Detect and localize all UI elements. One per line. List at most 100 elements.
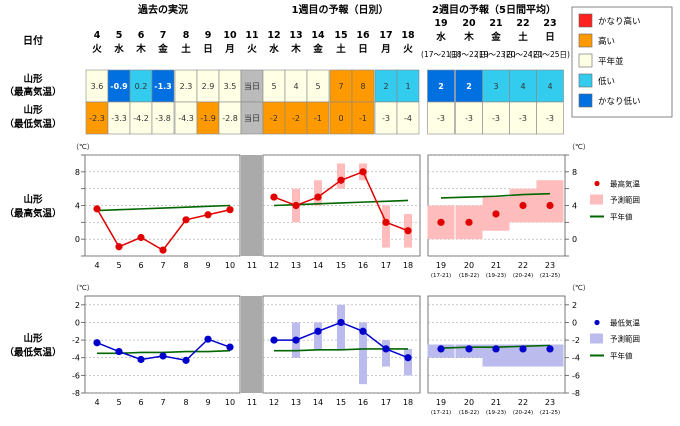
week2-low-cell xyxy=(455,101,483,135)
legend-label-normal: 平年並 xyxy=(598,56,624,67)
chart-row-label-sub: （最低気温） xyxy=(4,347,61,359)
week2-day: 20 xyxy=(462,18,476,29)
week2-high-value: 4 xyxy=(520,82,525,91)
week2-low-cell xyxy=(509,101,537,135)
chart-row-label: 山形 xyxy=(23,333,43,345)
x-tick-label-week2: 23 xyxy=(545,398,555,407)
week2-range-bar xyxy=(536,180,564,223)
x-tick-label: 9 xyxy=(205,261,210,270)
chart-row-label: 山形 xyxy=(23,194,43,206)
date-weekday: 土 xyxy=(181,43,191,55)
legend-point-label: 最高気温 xyxy=(610,179,640,189)
week2-point xyxy=(492,345,500,353)
week2-day: 19 xyxy=(434,18,447,29)
date-day: 7 xyxy=(160,30,167,41)
x-tick-label: 7 xyxy=(160,261,165,270)
date-day: 4 xyxy=(94,30,101,41)
past-point xyxy=(115,347,123,356)
y-tick-label-left: -2 xyxy=(72,336,80,345)
legend-label-veryhigh: かなり高い xyxy=(598,16,641,27)
header: 日付 過去の実況 1週目の予報（日別） 2週目の予報（5日間平均） xyxy=(23,3,556,47)
date-weekday: 木 xyxy=(135,43,146,55)
y-tick-label-left: 0 xyxy=(75,318,80,327)
x-tick-label: 14 xyxy=(313,261,323,270)
week2-point xyxy=(465,345,473,353)
high-value: 当日 xyxy=(244,81,260,91)
week2-day: 22 xyxy=(516,18,529,29)
week1-range-bar xyxy=(359,322,367,385)
x-tick-label: 16 xyxy=(358,398,368,407)
week2-title: 2週目の予報（5日間平均） xyxy=(432,3,556,16)
past-title: 過去の実況 xyxy=(137,3,188,16)
past-point xyxy=(226,206,234,214)
y-tick-label-left: 4 xyxy=(75,202,80,211)
week1-range-bar xyxy=(337,304,345,349)
x-tick-label-week2: 19 xyxy=(436,261,446,270)
x-tick-sublabel-week2: (20-24) xyxy=(513,410,533,416)
date-day: 11 xyxy=(245,30,258,41)
high-value: 1 xyxy=(405,82,410,91)
legend-point-label: 最低気温 xyxy=(610,318,640,328)
legend-swatch-veryhigh xyxy=(578,13,593,28)
legend-point-marker xyxy=(594,319,600,326)
low-cell xyxy=(151,101,175,135)
y-tick-label-right: 8 xyxy=(572,168,577,177)
date-day: 6 xyxy=(138,30,145,41)
date-weekday: 金 xyxy=(157,43,168,55)
low-value: -3.8 xyxy=(155,114,171,123)
week1-point xyxy=(292,201,300,210)
high-value: 5 xyxy=(315,82,320,91)
low-cell xyxy=(351,101,375,135)
past-point xyxy=(93,205,101,213)
low-cell xyxy=(396,101,420,135)
x-tick-label: 12 xyxy=(269,261,279,270)
x-tick-label-today: 11 xyxy=(247,398,257,407)
week1-point xyxy=(359,327,367,335)
week2-point xyxy=(519,201,527,210)
x-tick-sublabel-week2: (17-21) xyxy=(431,273,451,279)
week1-point xyxy=(337,176,345,184)
date-day: 13 xyxy=(289,30,302,41)
week1-range-bar xyxy=(337,163,345,189)
y-tick-label-left: 2 xyxy=(75,301,80,310)
high-value: 5 xyxy=(271,82,276,91)
x-tick-label: 8 xyxy=(183,398,188,407)
week2-point xyxy=(465,218,473,226)
x-tick-label: 14 xyxy=(313,398,323,407)
x-tick-label: 12 xyxy=(269,398,279,407)
x-tick-label: 17 xyxy=(381,261,391,270)
unit-label-left: （℃） xyxy=(72,143,94,151)
low-value: -4.2 xyxy=(133,114,149,123)
past-point xyxy=(93,339,101,347)
week2-range: (17～21日) xyxy=(421,50,461,59)
date-weekday: 土 xyxy=(336,43,346,55)
legend-label-verylow: かなり低い xyxy=(598,96,641,107)
week1-range-bar xyxy=(382,205,390,248)
low-value: -1 xyxy=(314,114,322,123)
low-value: -2 xyxy=(292,114,300,123)
week1-point xyxy=(382,345,390,353)
week2-high-value: 4 xyxy=(547,82,552,91)
chart-row-label-sub: （最高気温） xyxy=(4,208,61,220)
legend-swatch-low xyxy=(578,73,593,88)
date-weekday: 水 xyxy=(114,43,124,55)
week2-low-value: -3 xyxy=(519,114,527,123)
date-day: 10 xyxy=(223,30,237,41)
legend-label-low: 低い xyxy=(598,76,615,87)
date-day: 17 xyxy=(379,30,392,41)
week2-low-value: -3 xyxy=(492,114,500,123)
past-point xyxy=(204,335,212,343)
chart-high: 0 0 4 4 8 8 （℃） （℃） 山形 （最高気温） 4 5 6 7 8 9 10 11 12 13 14 15 16… xyxy=(4,143,640,279)
week1-point xyxy=(314,327,322,335)
week2-high-cell xyxy=(536,69,564,103)
date-day: 14 xyxy=(311,30,325,41)
x-tick-sublabel-week2: (21-25) xyxy=(540,410,560,416)
x-tick-label: 15 xyxy=(336,398,346,407)
x-tick-label: 17 xyxy=(381,398,391,407)
x-tick-sublabel-week2: (20-24) xyxy=(513,273,533,279)
high-value: 7 xyxy=(338,82,343,91)
legend-label-high: 高い xyxy=(598,36,615,47)
x-tick-sublabel-week2: (21-25) xyxy=(540,273,560,279)
date-day: 9 xyxy=(205,30,212,41)
week1-point xyxy=(359,168,367,176)
